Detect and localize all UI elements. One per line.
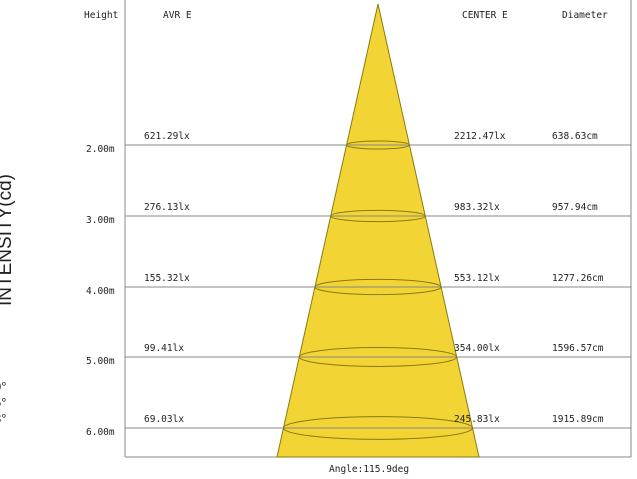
left-fragment-3: 5° (0, 395, 7, 410)
row-center-value: 983.32lx (454, 202, 500, 213)
beam-ellipse (282, 416, 474, 440)
beam-ellipse (314, 278, 442, 296)
row-center-value: 553.12lx (454, 273, 500, 284)
row-diameter-value: 1596.57cm (552, 343, 604, 354)
left-fragment-2: 0° (0, 379, 7, 394)
row-diameter-value: 638.63cm (552, 131, 598, 142)
row-height-label: 2.00m (86, 144, 115, 155)
beam-ellipse (298, 347, 458, 367)
header-diameter: Diameter (562, 10, 608, 21)
row-avr-value: 99.41lx (144, 343, 185, 354)
header-height: Height (84, 10, 119, 21)
row-height-label: 5.00m (86, 356, 115, 367)
row-avr-value: 621.29lx (144, 131, 190, 142)
left-fragment-4: 8° (0, 411, 7, 426)
row-center-value: 245.83lx (454, 414, 500, 425)
row-avr-value: 69.03lx (144, 414, 185, 425)
row-height-label: 3.00m (86, 215, 115, 226)
angle-label: Angle:115.9deg (329, 464, 410, 475)
row-center-value: 2212.47lx (454, 131, 506, 142)
header-center-e: CENTER E (462, 10, 508, 21)
row-height-label: 4.00m (86, 286, 115, 297)
y-axis-label: INTENSITY(cd) (0, 174, 16, 306)
row-center-value: 354.00lx (454, 343, 500, 354)
row-avr-value: 276.13lx (144, 202, 190, 213)
row-diameter-value: 1915.89cm (552, 414, 604, 425)
row-avr-value: 155.32lx (144, 273, 190, 284)
row-diameter-value: 957.94cm (552, 202, 598, 213)
light-cone (276, 3, 480, 458)
row-diameter-value: 1277.26cm (552, 273, 604, 284)
row-height-label: 6.00m (86, 427, 115, 438)
beam-ellipse (330, 209, 426, 223)
header-avr-e: AVR E (163, 10, 192, 21)
beam-ellipse (346, 140, 410, 150)
